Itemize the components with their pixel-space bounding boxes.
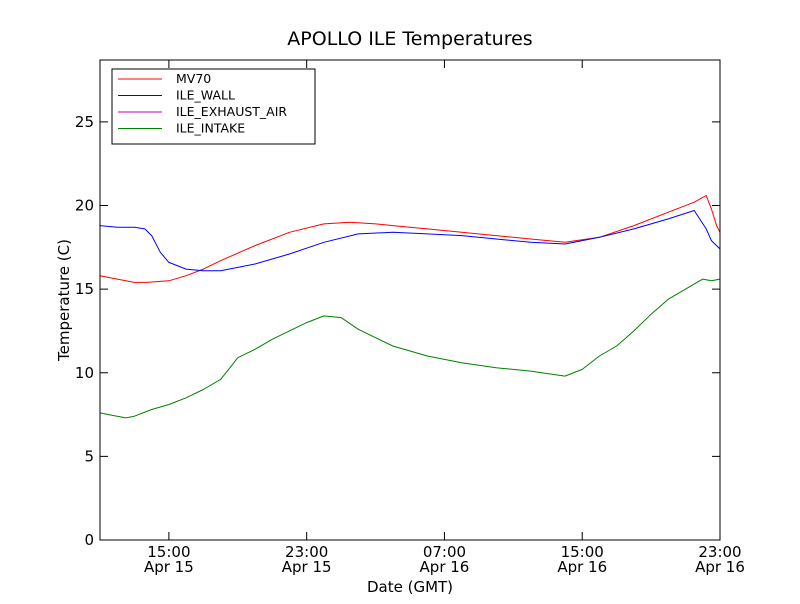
y-tick-label: 5 xyxy=(84,447,94,465)
chart-title: APOLLO ILE Temperatures xyxy=(287,28,532,50)
y-tick-label: 20 xyxy=(75,197,94,215)
x-tick-label-date: Apr 16 xyxy=(420,558,470,576)
x-tick-label-date: Apr 16 xyxy=(557,558,607,576)
series-line-ile-intake xyxy=(99,278,721,419)
x-tick-label-date: Apr 15 xyxy=(144,558,194,576)
x-axis-label: Date (GMT) xyxy=(367,578,453,596)
series-layer xyxy=(99,195,721,419)
x-tick-label-time: 23:00 xyxy=(698,543,741,561)
x-tick-label-time: 07:00 xyxy=(423,543,466,561)
plot-frame xyxy=(99,59,721,541)
legend-label: ILE_INTAKE xyxy=(176,121,245,136)
y-tick-label: 10 xyxy=(75,364,94,382)
y-tick-label: 0 xyxy=(84,531,94,549)
y-axis-label: Temperature (C) xyxy=(55,239,73,362)
legend-label: ILE_EXHAUST_AIR xyxy=(176,104,287,119)
legend-label: MV70 xyxy=(176,71,211,86)
series-line-mv70 xyxy=(99,195,721,283)
y-tick-label: 15 xyxy=(75,280,94,298)
x-tick-label-time: 23:00 xyxy=(285,543,328,561)
legend-label: ILE_WALL xyxy=(176,88,235,103)
x-tick-label-time: 15:00 xyxy=(561,543,604,561)
series-line-ile-wall xyxy=(99,210,721,272)
x-tick-label-date: Apr 15 xyxy=(282,558,332,576)
x-tick-label-date: Apr 16 xyxy=(695,558,745,576)
legend-box xyxy=(111,68,316,145)
x-tick-label-time: 15:00 xyxy=(147,543,190,561)
y-tick-label: 25 xyxy=(75,113,94,131)
